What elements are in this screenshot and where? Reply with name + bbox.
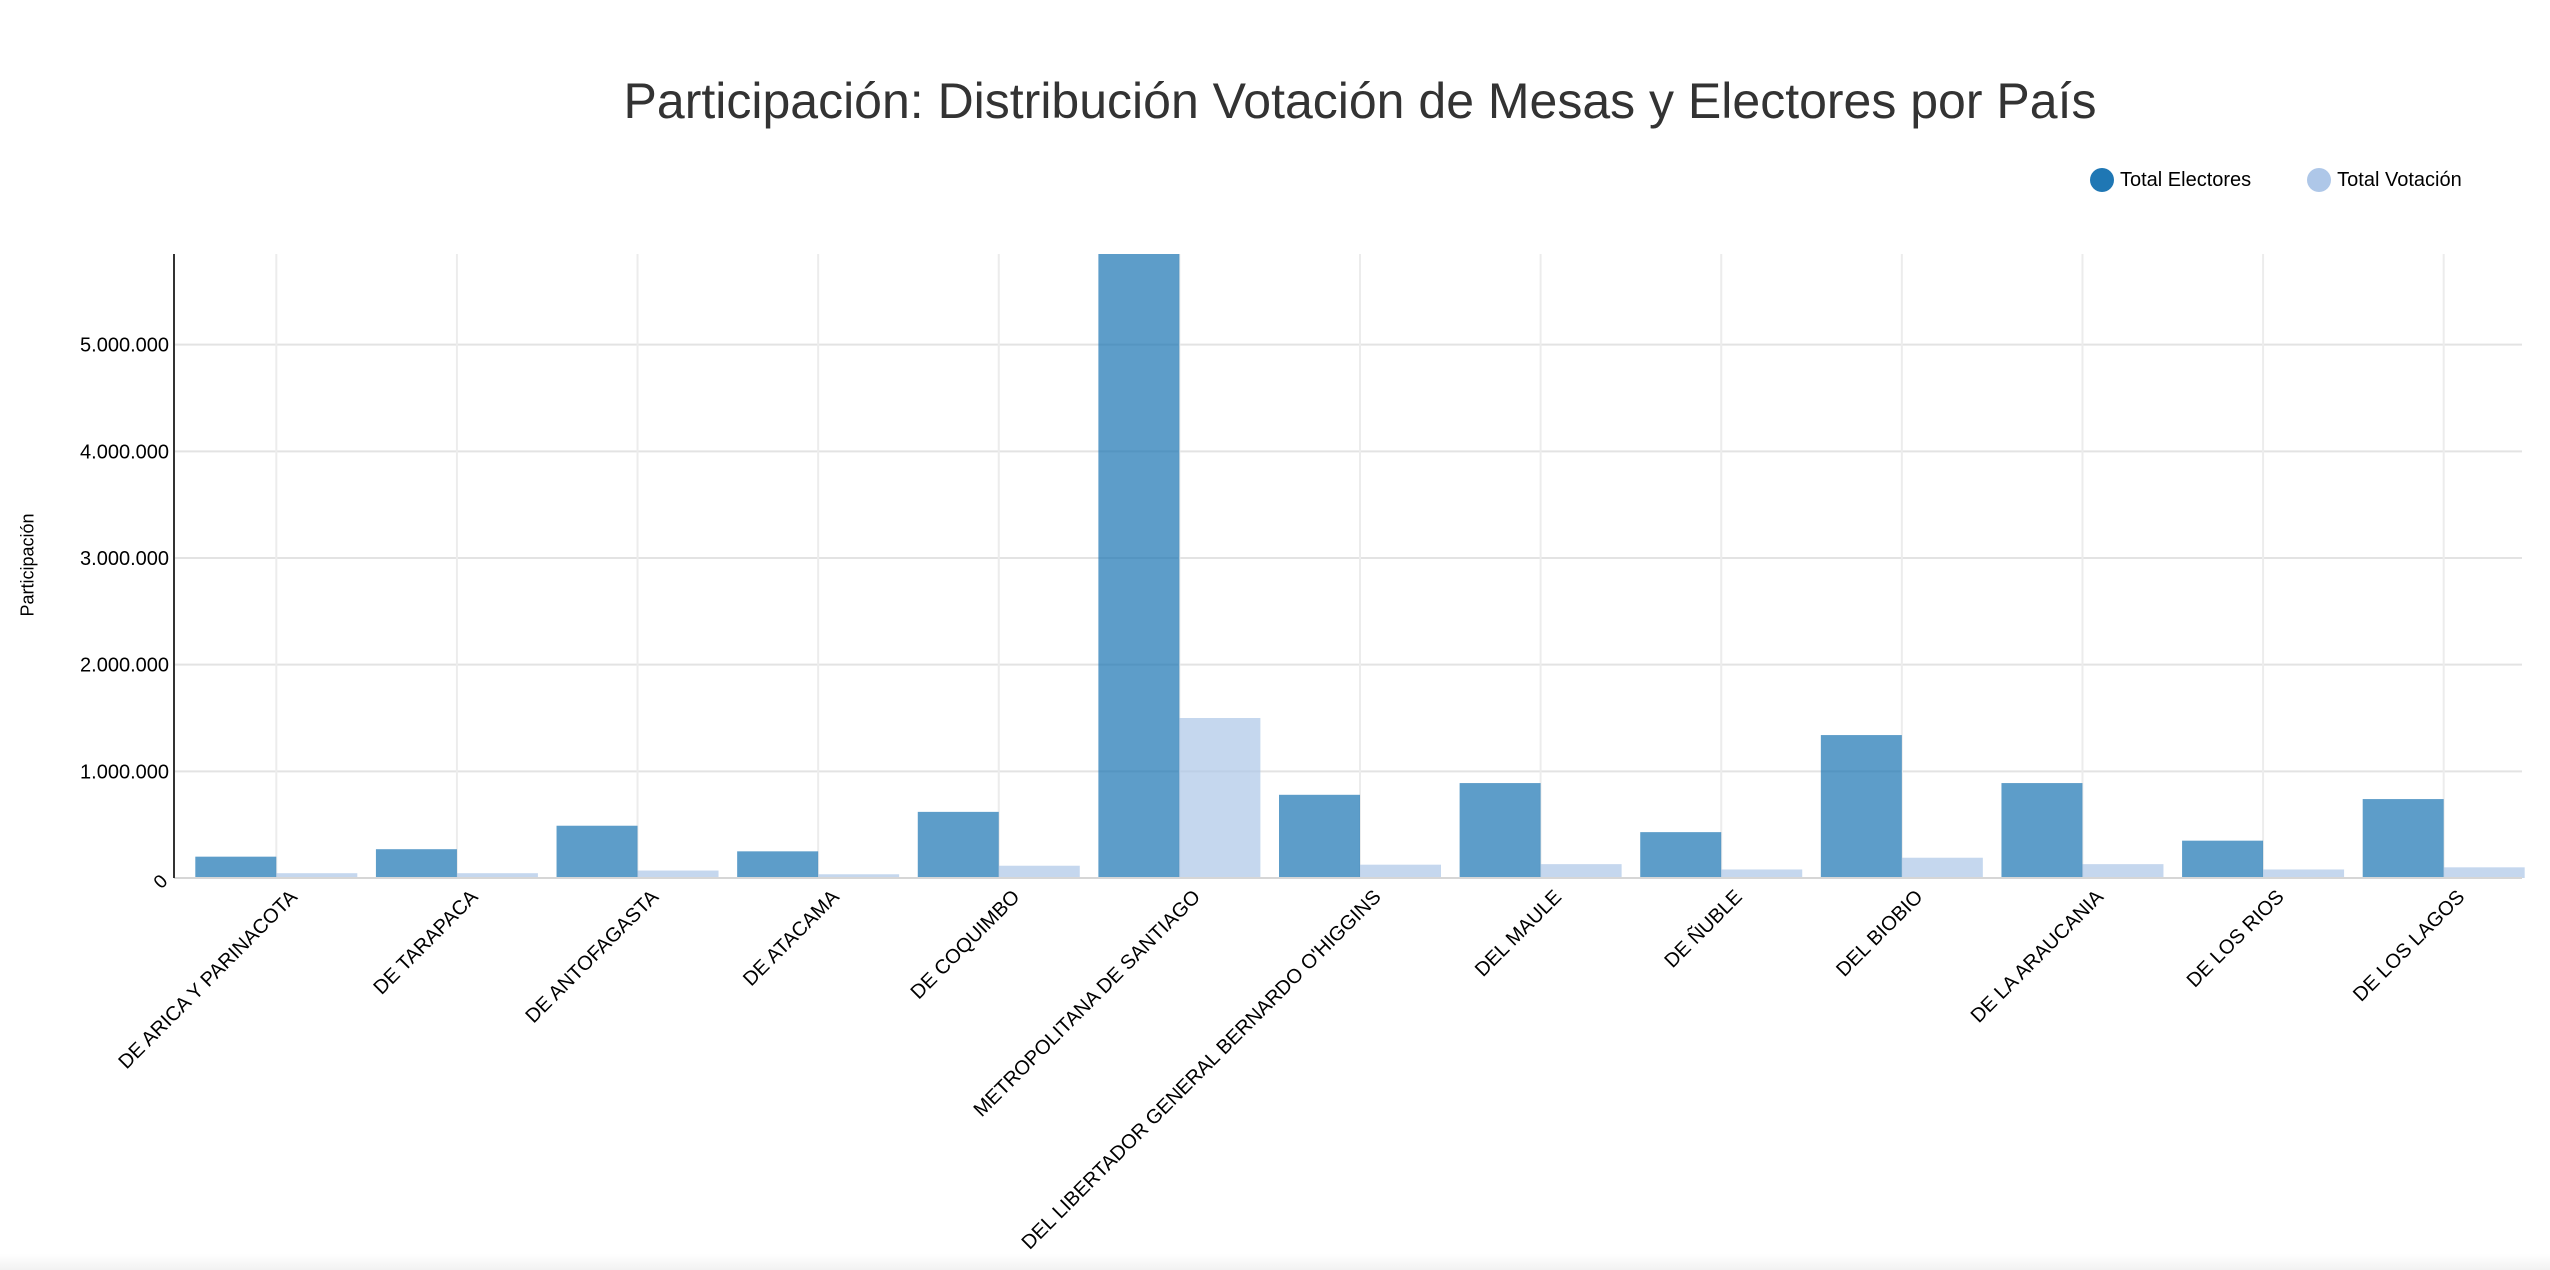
x-tick-label: DE LA ARAUCANIA xyxy=(1967,886,2109,1028)
x-tick-label: DE ÑUBLE xyxy=(1659,885,1747,973)
bar[interactable] xyxy=(556,825,638,878)
bar[interactable] xyxy=(1360,864,1441,878)
y-tick-label: 1.000.000 xyxy=(80,761,169,783)
x-tick-label: DEL LIBERTADOR GENERAL BERNARDO O'HIGGIN… xyxy=(1018,886,1386,1254)
bar[interactable] xyxy=(818,874,900,878)
x-tick-label: DE ATACAMA xyxy=(739,886,844,991)
x-tick-label: DE TARAPACA xyxy=(369,886,482,999)
y-tick-label: 0 xyxy=(150,871,172,893)
bar[interactable] xyxy=(1640,832,1722,878)
bar[interactable] xyxy=(1459,783,1541,878)
bar[interactable] xyxy=(2443,867,2525,878)
bar[interactable] xyxy=(2182,840,2264,878)
bar[interactable] xyxy=(2001,783,2083,878)
legend-swatch-total-electores xyxy=(2090,168,2114,192)
y-tick-label: 2.000.000 xyxy=(80,655,169,677)
bar[interactable] xyxy=(1279,794,1360,878)
bar[interactable] xyxy=(1179,718,1261,878)
window-bottom-edge xyxy=(0,1254,2550,1270)
chart-legend: Total Electores Total Votación xyxy=(2090,168,2518,192)
bar[interactable] xyxy=(2362,799,2444,878)
y-tick-label: 3.000.000 xyxy=(80,548,169,570)
bar[interactable] xyxy=(1721,869,1803,878)
x-tick-label: DE COQUIMBO xyxy=(907,886,1025,1004)
legend-item-total-votacion[interactable]: Total Votación xyxy=(2307,168,2462,192)
legend-swatch-total-votacion xyxy=(2307,168,2332,192)
bar[interactable] xyxy=(1098,254,1180,878)
x-tick-label: DE ARICA Y PARINACOTA xyxy=(114,886,302,1074)
legend-label-total-electores: Total Electores xyxy=(2120,168,2252,191)
chart-title: Participación: Distribución Votación de … xyxy=(623,73,2097,129)
bar[interactable] xyxy=(2263,869,2345,878)
x-tick-label: DE LOS LAGOS xyxy=(2349,886,2469,1006)
y-tick-label: 4.000.000 xyxy=(80,441,169,463)
bar[interactable] xyxy=(375,849,457,878)
x-tick-label: DEL MAULE xyxy=(1471,886,1566,981)
bar[interactable] xyxy=(737,851,819,878)
legend-item-total-electores[interactable]: Total Electores xyxy=(2090,168,2251,192)
bar[interactable] xyxy=(1540,864,1622,878)
bar[interactable] xyxy=(917,811,999,878)
legend-label-total-votacion: Total Votación xyxy=(2337,168,2462,191)
bar[interactable] xyxy=(276,873,358,878)
bar[interactable] xyxy=(1820,735,1902,878)
y-tick-label: 5.000.000 xyxy=(80,335,169,357)
x-tick-label: DE ANTOFAGASTA xyxy=(522,886,664,1028)
bar[interactable] xyxy=(195,856,277,878)
bar[interactable] xyxy=(2082,864,2164,878)
bar[interactable] xyxy=(637,870,719,878)
bar[interactable] xyxy=(456,873,538,878)
x-tick-label: DEL BIOBIO xyxy=(1832,886,1927,981)
x-tick-label: DE LOS RIOS xyxy=(2183,886,2289,992)
bar[interactable] xyxy=(1901,857,1983,878)
bar[interactable] xyxy=(998,865,1080,878)
